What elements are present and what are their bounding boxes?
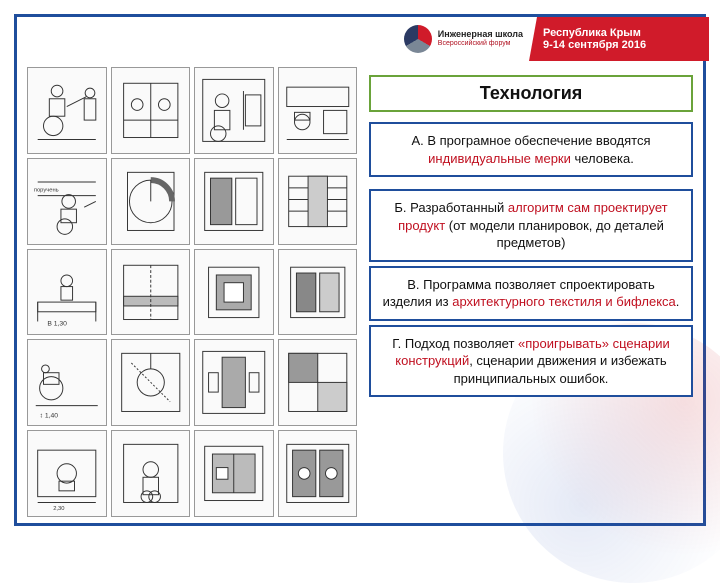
card-d: Г. Подход позволяет «проигрывать» сценар… xyxy=(369,325,693,398)
diagram-cell xyxy=(194,249,274,336)
card-b: Б. Разработанный алгоритм сам проектируе… xyxy=(369,189,693,262)
diagram-cell xyxy=(27,67,107,154)
logo-text: Инженерная школа Всероссийский форум xyxy=(438,30,523,48)
diagram-grid: поручень В 1,30 ↕ 1,40 2,30 xyxy=(27,67,357,517)
right-column: Технология А. В програмное обеспечение в… xyxy=(369,75,693,397)
svg-text:поручень: поручень xyxy=(34,188,59,194)
diagram-cell: В 1,30 xyxy=(27,249,107,336)
diagram-cell xyxy=(111,158,191,245)
diagram-cell xyxy=(194,339,274,426)
card-a-pre: А. В програмное обеспечение вводятся xyxy=(411,133,650,148)
card-d-post: , сценарии движения и избежать принципиа… xyxy=(454,353,667,386)
section-title: Технология xyxy=(369,75,693,112)
logo-line1: Инженерная школа xyxy=(438,30,523,40)
svg-text:В 1,30: В 1,30 xyxy=(47,320,67,327)
banner-line2: 9-14 сентября 2016 xyxy=(543,39,709,51)
diagram-cell xyxy=(194,158,274,245)
card-b-post: (от модели планировок, до деталей предме… xyxy=(445,218,664,251)
card-a-post: человека. xyxy=(571,151,634,166)
diagram-cell xyxy=(278,67,358,154)
diagram-cell xyxy=(278,430,358,517)
logo-line2: Всероссийский форум xyxy=(438,40,523,48)
diagram-cell xyxy=(194,67,274,154)
banner-line1: Республика Крым xyxy=(543,27,709,39)
diagram-cell xyxy=(111,249,191,336)
slide-frame: Инженерная школа Всероссийский форум Рес… xyxy=(14,14,706,526)
diagram-cell: ↕ 1,40 xyxy=(27,339,107,426)
diagram-cell xyxy=(278,158,358,245)
card-b-pre: Б. Разработанный xyxy=(394,200,508,215)
logo-icon xyxy=(404,25,432,53)
diagram-cell: поручень xyxy=(27,158,107,245)
diagram-cell xyxy=(278,249,358,336)
card-a: А. В програмное обеспечение вводятся инд… xyxy=(369,122,693,177)
date-banner: Республика Крым 9-14 сентября 2016 xyxy=(529,17,709,61)
svg-text:↕ 1,40: ↕ 1,40 xyxy=(40,413,59,420)
diagram-cell xyxy=(278,339,358,426)
card-c-highlight: архитектурного текстиля и бифлекса xyxy=(452,294,676,309)
card-d-pre: Г. Подход позволяет xyxy=(392,336,518,351)
diagram-cell xyxy=(111,430,191,517)
event-logo: Инженерная школа Всероссийский форум xyxy=(404,25,523,53)
diagram-cell xyxy=(194,430,274,517)
diagram-cell: 2,30 xyxy=(27,430,107,517)
diagram-cell xyxy=(111,339,191,426)
diagram-cell xyxy=(111,67,191,154)
card-c-post: . xyxy=(676,294,680,309)
card-c: В. Программа позволяет спроектировать из… xyxy=(369,266,693,321)
card-a-highlight: индивидуальные мерки xyxy=(428,151,571,166)
svg-text:2,30: 2,30 xyxy=(53,506,64,512)
header: Инженерная школа Всероссийский форум Рес… xyxy=(17,17,709,61)
